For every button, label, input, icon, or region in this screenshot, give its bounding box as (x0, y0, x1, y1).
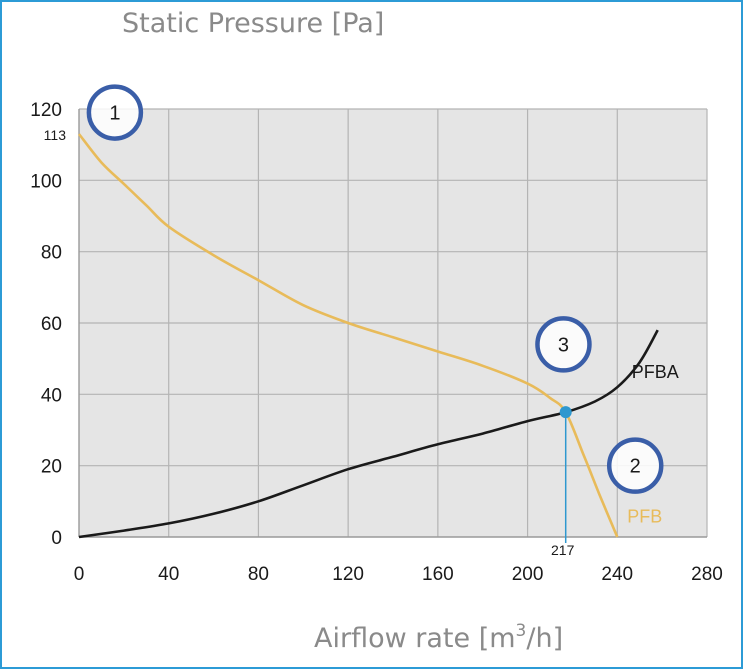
operating-point-label: 217 (551, 542, 575, 558)
marker-circle-2 (606, 437, 664, 494)
x-tick-label-1: 40 (158, 564, 179, 585)
x-tick-label-6: 240 (601, 564, 633, 585)
x-tick-label-5: 200 (512, 564, 544, 585)
y-tick-label-extra: 113 (44, 127, 67, 143)
x-tick-label-3: 120 (332, 564, 364, 585)
series-label-pfba: PFBA (632, 362, 679, 382)
marker-label-2: 2 (630, 456, 641, 478)
marker-circle-1 (86, 84, 144, 141)
x-tick-label-0: 0 (74, 564, 85, 585)
y-tick-label-1: 20 (41, 457, 62, 478)
y-tick-label-2: 40 (41, 385, 62, 406)
operating-point-dot (559, 406, 572, 419)
x-tick-label-4: 160 (422, 564, 454, 585)
y-tick-label-4: 80 (41, 243, 62, 264)
x-axis-label-main: Airflow rate [m (314, 623, 516, 654)
series-label-pfb: PFB (627, 507, 662, 527)
x-tick-label-7: 280 (691, 564, 723, 585)
y-tick-label-0: 0 (51, 528, 62, 549)
x-axis-label: Airflow rate [m3/h] (314, 621, 564, 655)
x-axis-label-tail: /h] (526, 623, 564, 654)
x-axis-label-sup: 3 (515, 621, 527, 641)
marker-label-3: 3 (558, 334, 569, 356)
y-tick-label-3: 60 (41, 314, 62, 335)
y-axis-label: Static Pressure [Pa] (122, 8, 385, 39)
y-tick-label-5: 100 (30, 171, 62, 192)
series-line-pfba (78, 329, 659, 539)
marker-circle-3 (535, 316, 592, 373)
y-tick-label-6: 120 (30, 100, 62, 121)
x-tick-label-2: 80 (248, 564, 269, 585)
marker-label-1: 1 (109, 103, 120, 125)
